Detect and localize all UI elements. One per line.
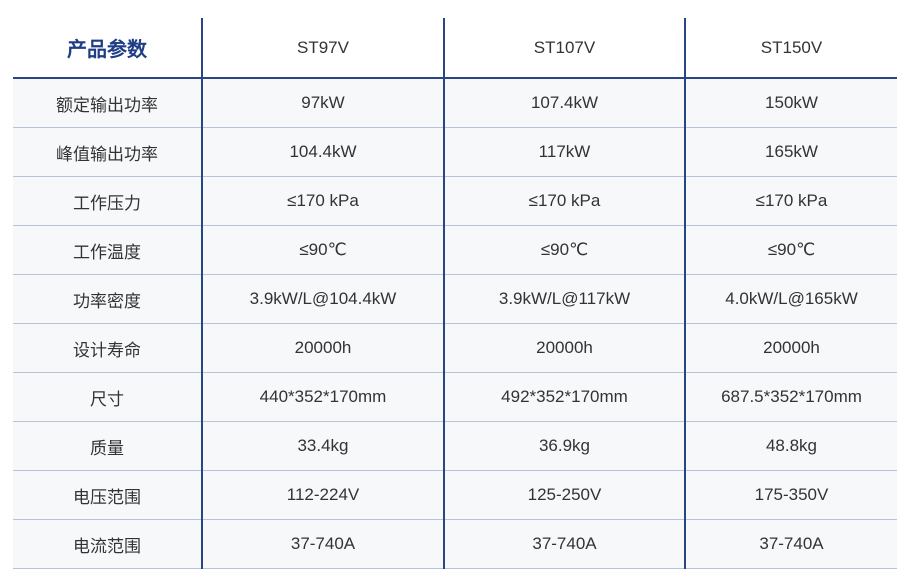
table-row: 额定输出功率 97kW 107.4kW 150kW bbox=[13, 78, 897, 128]
row-label: 额定输出功率 bbox=[13, 78, 202, 128]
table-row: 电流范围 37-740A 37-740A 37-740A bbox=[13, 519, 897, 569]
cell: 3.9kW/L@104.4kW bbox=[201, 274, 444, 324]
row-label: 工作温度 bbox=[13, 225, 202, 275]
header-cell: ST97V bbox=[201, 18, 444, 79]
row-label: 电流范围 bbox=[13, 519, 202, 569]
table-row: 工作温度 ≤90℃ ≤90℃ ≤90℃ bbox=[13, 225, 897, 275]
row-label: 功率密度 bbox=[13, 274, 202, 324]
header-row: 产品参数 ST97V ST107V ST150V bbox=[13, 18, 897, 79]
row-label: 设计寿命 bbox=[13, 323, 202, 373]
cell: 20000h bbox=[443, 323, 685, 373]
cell: ≤170 kPa bbox=[443, 176, 685, 226]
table-row: 尺寸 440*352*170mm 492*352*170mm 687.5*352*17… bbox=[13, 372, 897, 422]
cell: 37-740A bbox=[201, 519, 444, 569]
cell: 20000h bbox=[684, 323, 897, 373]
cell: 440*352*170mm bbox=[201, 372, 444, 422]
table-row: 设计寿命 20000h 20000h 20000h bbox=[13, 323, 897, 373]
cell: ≤90℃ bbox=[443, 225, 685, 275]
cell: 4.0kW/L@165kW bbox=[684, 274, 897, 324]
cell: 104.4kW bbox=[201, 127, 444, 177]
cell: ≤170 kPa bbox=[201, 176, 444, 226]
cell: 20000h bbox=[201, 323, 444, 373]
cell: 3.9kW/L@117kW bbox=[443, 274, 685, 324]
spec-table: 产品参数 ST97V ST107V ST150V 额定输出功率 97kW 107.4kW 1… bbox=[13, 18, 897, 569]
cell: 117kW bbox=[443, 127, 685, 177]
cell: ≤90℃ bbox=[684, 225, 897, 275]
row-label: 电压范围 bbox=[13, 470, 202, 520]
cell: 492*352*170mm bbox=[443, 372, 685, 422]
cell: 107.4kW bbox=[443, 78, 685, 128]
row-label: 尺寸 bbox=[13, 372, 202, 422]
cell: 37-740A bbox=[684, 519, 897, 569]
cell: ≤170 kPa bbox=[684, 176, 897, 226]
spec-table-wrap: 产品参数 ST97V ST107V ST150V 额定输出功率 97kW 107.4kW 1… bbox=[13, 18, 897, 569]
cell: 175-350V bbox=[684, 470, 897, 520]
table-row: 电压范围 112-224V 125-250V 175-350V bbox=[13, 470, 897, 520]
cell: 33.4kg bbox=[201, 421, 444, 471]
cell: 48.8kg bbox=[684, 421, 897, 471]
row-label: 质量 bbox=[13, 421, 202, 471]
cell: 37-740A bbox=[443, 519, 685, 569]
row-label: 工作压力 bbox=[13, 176, 202, 226]
header-cell: ST107V bbox=[443, 18, 685, 79]
table-row: 功率密度 3.9kW/L@104.4kW 3.9kW/L@117kW 4.0kW/L@… bbox=[13, 274, 897, 324]
header-cell: ST150V bbox=[684, 18, 897, 79]
table-row: 峰值输出功率 104.4kW 117kW 165kW bbox=[13, 127, 897, 177]
cell: 97kW bbox=[201, 78, 444, 128]
cell: 36.9kg bbox=[443, 421, 685, 471]
table-body: 额定输出功率 97kW 107.4kW 150kW 峰值输出功率 104.4kW 117kW… bbox=[13, 78, 897, 569]
cell: 687.5*352*170mm bbox=[684, 372, 897, 422]
row-label: 峰值输出功率 bbox=[13, 127, 202, 177]
cell: 165kW bbox=[684, 127, 897, 177]
table-row: 工作压力 ≤170 kPa ≤170 kPa ≤170 kPa bbox=[13, 176, 897, 226]
cell: 112-224V bbox=[201, 470, 444, 520]
cell: 150kW bbox=[684, 78, 897, 128]
header-cell: 产品参数 bbox=[13, 18, 202, 79]
table-row: 质量 33.4kg 36.9kg 48.8kg bbox=[13, 421, 897, 471]
cell: 125-250V bbox=[443, 470, 685, 520]
cell: ≤90℃ bbox=[201, 225, 444, 275]
